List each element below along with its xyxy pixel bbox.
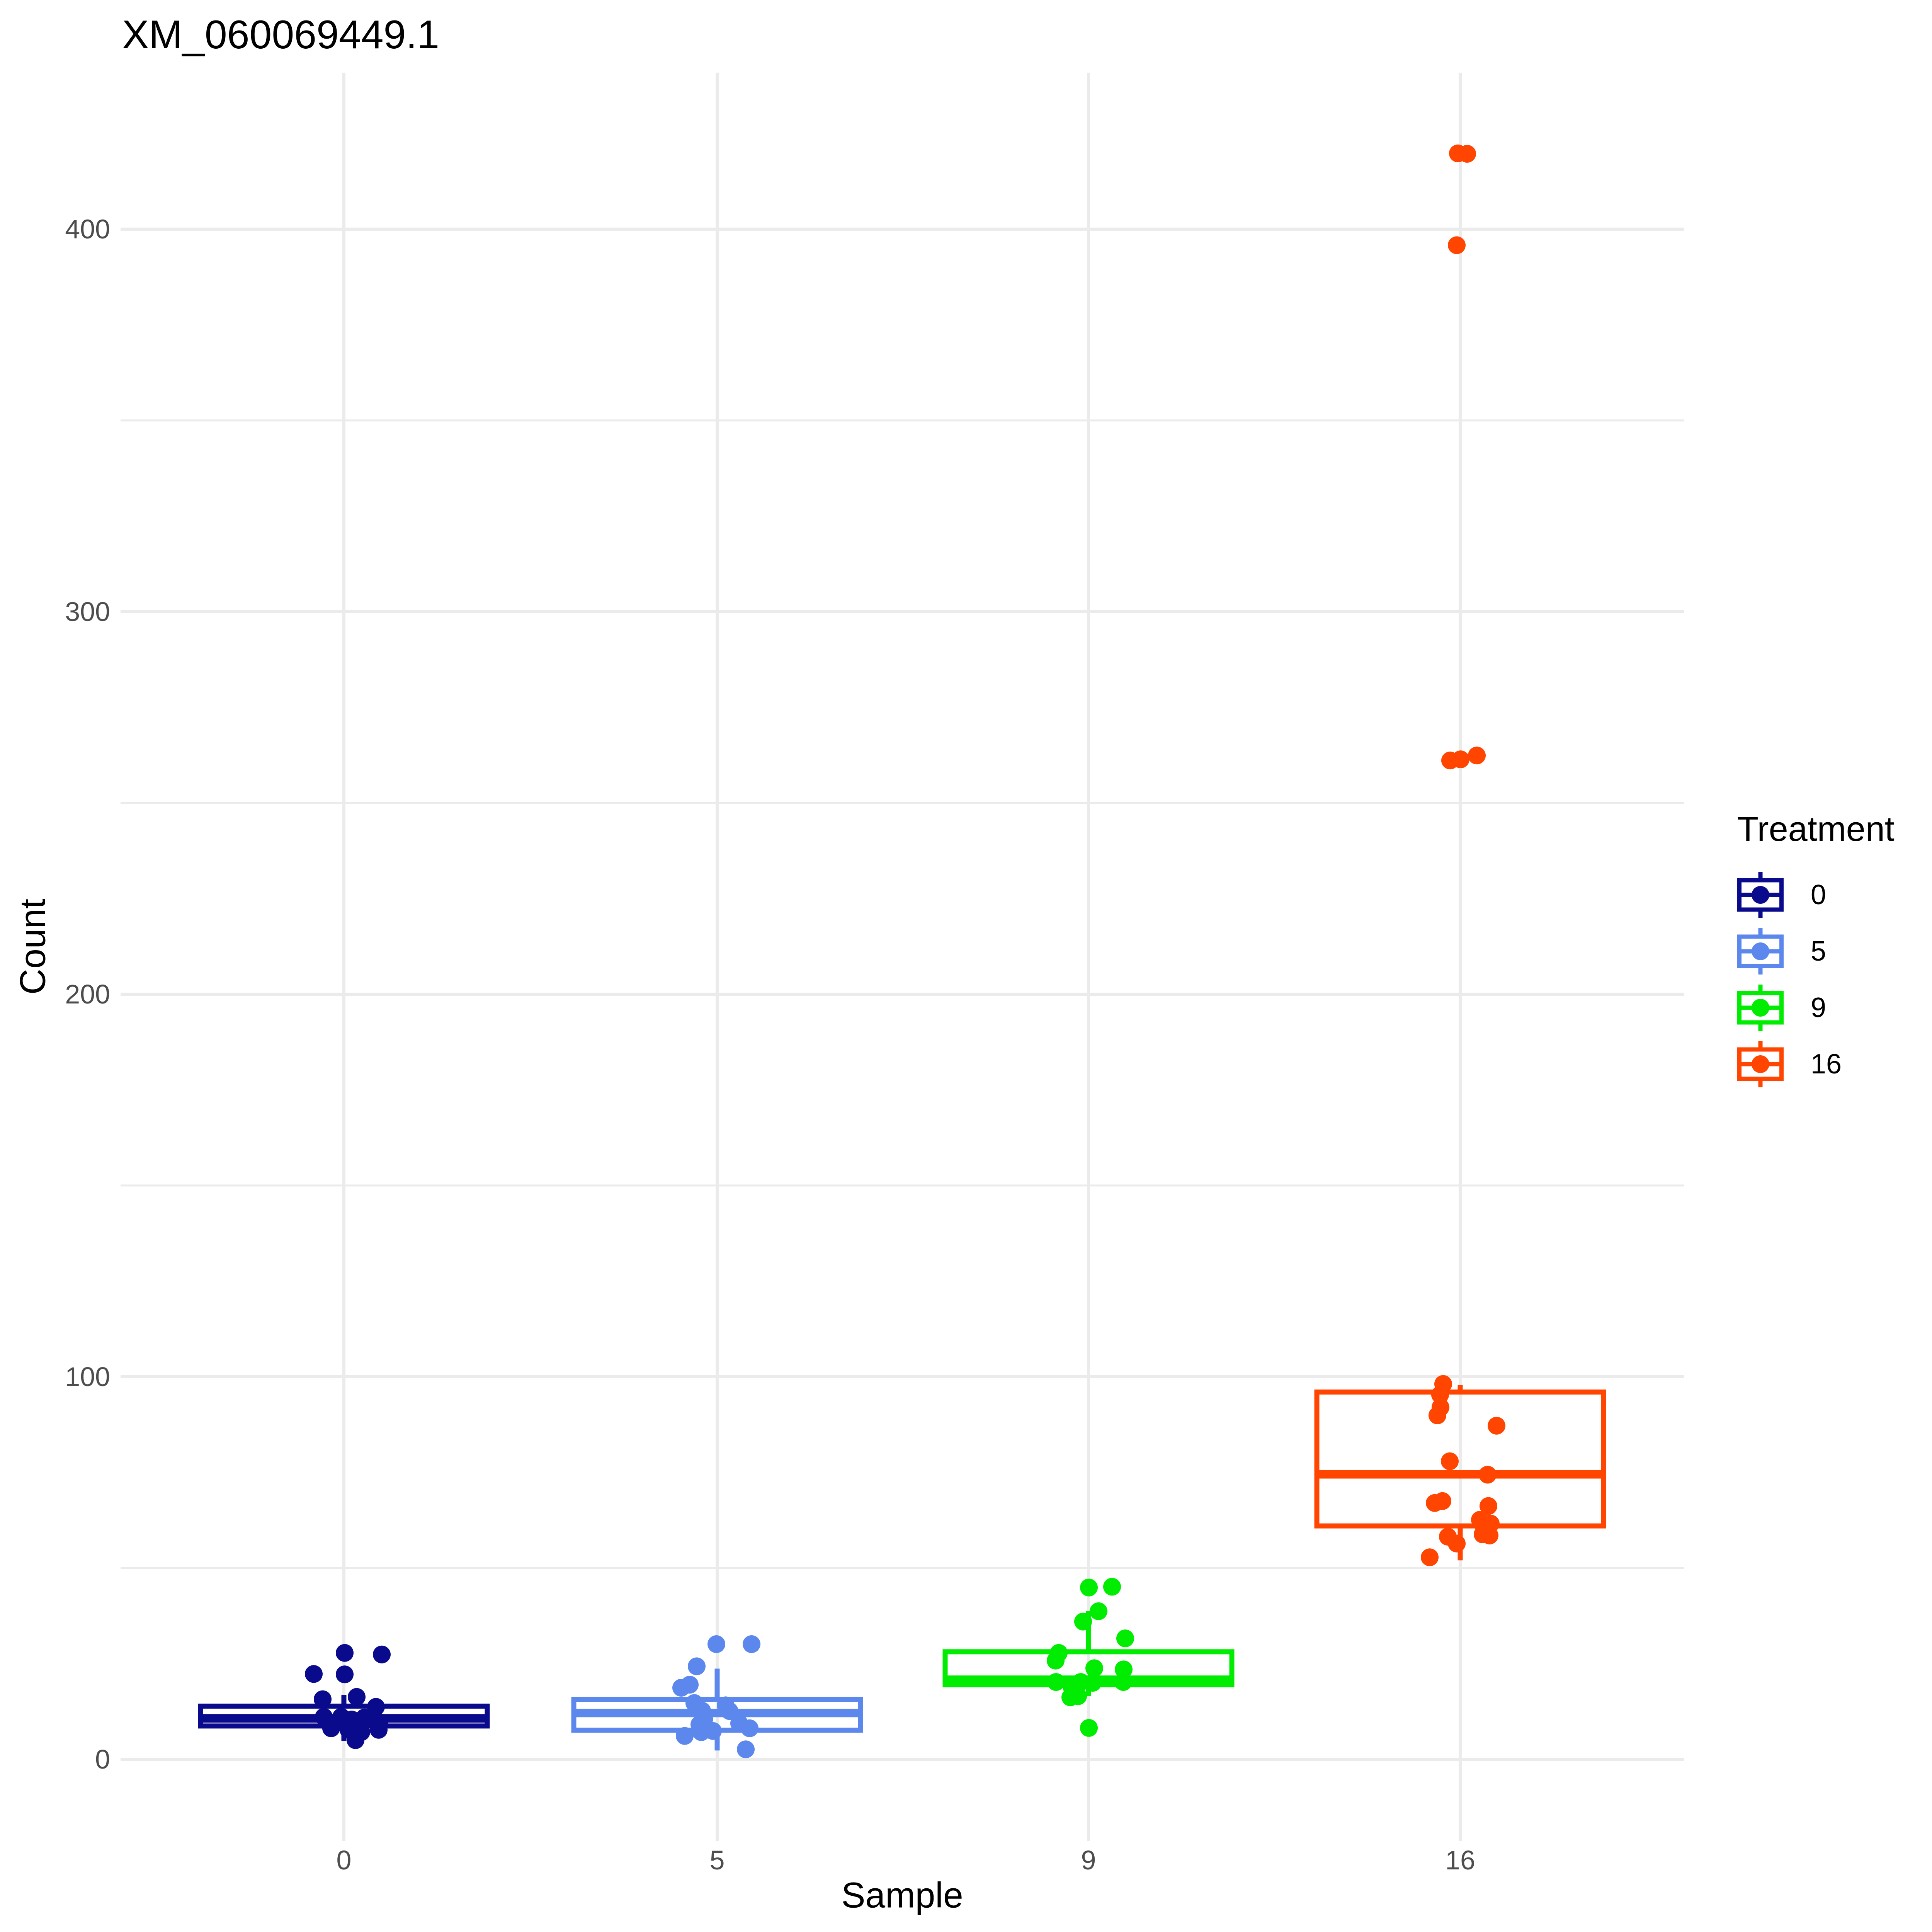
jitter-point xyxy=(1116,1629,1134,1648)
jitter-point xyxy=(314,1690,332,1708)
jitter-points-16 xyxy=(1421,144,1505,1566)
jitter-point xyxy=(347,1731,364,1749)
jitter-points-9 xyxy=(1047,1578,1134,1737)
legend-item-label: 9 xyxy=(1811,992,1827,1023)
jitter-point xyxy=(1479,1466,1497,1484)
jitter-point xyxy=(1047,1651,1065,1670)
jitter-point xyxy=(1448,236,1466,254)
y-axis-title: Count xyxy=(12,898,53,995)
jitter-points-5 xyxy=(672,1635,760,1759)
boxplot-group-5 xyxy=(571,1635,863,1759)
gridlines-minor xyxy=(121,419,1684,1569)
key-point xyxy=(1752,942,1769,960)
jitter-point xyxy=(367,1698,385,1716)
jitter-point xyxy=(1452,750,1469,769)
jitter-point xyxy=(741,1719,759,1737)
boxplot-group-0 xyxy=(198,1644,490,1749)
jitter-point xyxy=(1434,1492,1451,1510)
legend-key-boxplot-icon xyxy=(1737,1041,1784,1087)
jitter-point xyxy=(1084,1674,1102,1692)
jitter-point xyxy=(692,1723,710,1741)
jitter-point xyxy=(1431,1386,1449,1404)
x-tick-label: 5 xyxy=(710,1845,725,1875)
jitter-point xyxy=(1114,1673,1132,1691)
legend-title: Treatment xyxy=(1737,810,1895,849)
gridlines-major xyxy=(121,73,1684,1841)
legend-item-label: 0 xyxy=(1811,879,1827,910)
y-tick-label: 400 xyxy=(65,214,110,244)
legend-items: 0 5 9 16 xyxy=(1737,867,1895,1092)
jitter-point xyxy=(1468,747,1486,765)
boxplot-group-16 xyxy=(1314,144,1606,1566)
jitter-point xyxy=(672,1679,690,1697)
jitter-point xyxy=(1429,1406,1446,1424)
jitter-point xyxy=(1448,1534,1466,1553)
jitter-point xyxy=(373,1645,391,1663)
jitter-point xyxy=(348,1688,366,1706)
y-tick-label: 0 xyxy=(95,1744,110,1774)
plot-title: XM_060069449.1 xyxy=(122,12,440,57)
jitter-point xyxy=(370,1721,388,1739)
jitter-point xyxy=(743,1635,760,1653)
jitter-point xyxy=(1421,1548,1439,1566)
jitter-point xyxy=(707,1635,725,1653)
jitter-point xyxy=(688,1657,706,1675)
jitter-point xyxy=(721,1702,738,1720)
key-point xyxy=(1752,886,1769,904)
y-tick-label: 100 xyxy=(65,1362,110,1392)
axis-tick-labels: 0 100 200 300 400 0 5 9 16 xyxy=(65,214,1475,1875)
jitter-point xyxy=(1085,1659,1103,1677)
key-point xyxy=(1752,1055,1769,1073)
y-tick-label: 200 xyxy=(65,979,110,1009)
key-point xyxy=(1752,999,1769,1017)
jitter-point xyxy=(1441,1452,1459,1470)
legend-item-9: 9 xyxy=(1737,980,1895,1036)
legend-item-label: 16 xyxy=(1811,1049,1842,1080)
legend-key-boxplot-icon xyxy=(1737,872,1784,918)
jitter-point xyxy=(305,1665,323,1683)
jitter-point xyxy=(1115,1660,1133,1679)
jitter-point xyxy=(1474,1525,1492,1543)
jitter-point xyxy=(1047,1673,1065,1691)
jitter-points-0 xyxy=(305,1644,391,1749)
jitter-point xyxy=(1090,1602,1107,1620)
legend-item-5: 5 xyxy=(1737,923,1895,980)
x-axis-title: Sample xyxy=(841,1875,963,1915)
x-tick-label: 16 xyxy=(1445,1845,1475,1875)
y-tick-label: 300 xyxy=(65,597,110,627)
jitter-point xyxy=(1080,1578,1098,1597)
legend-item-16: 16 xyxy=(1737,1036,1895,1092)
x-tick-label: 0 xyxy=(337,1845,352,1875)
jitter-point xyxy=(1480,1497,1497,1515)
jitter-point xyxy=(737,1740,755,1759)
legend: Treatment 0 5 9 16 xyxy=(1737,810,1895,1092)
jitter-point xyxy=(1103,1578,1121,1596)
jitter-point xyxy=(336,1665,354,1684)
jitter-point xyxy=(1488,1417,1505,1435)
jitter-point xyxy=(322,1719,340,1737)
jitter-point xyxy=(1080,1719,1098,1737)
jitter-point xyxy=(1069,1687,1087,1705)
jitter-point xyxy=(336,1644,354,1662)
boxplot-group-9 xyxy=(942,1578,1235,1737)
jitter-point xyxy=(1458,145,1476,163)
box xyxy=(1314,1389,1606,1529)
legend-item-label: 5 xyxy=(1811,936,1827,967)
jitter-point xyxy=(1074,1612,1092,1631)
legend-key-boxplot-icon xyxy=(1737,928,1784,975)
jitter-point xyxy=(355,1709,373,1727)
legend-key-boxplot-icon xyxy=(1737,985,1784,1031)
x-tick-label: 9 xyxy=(1081,1845,1096,1875)
legend-item-0: 0 xyxy=(1737,867,1895,923)
jitter-point xyxy=(676,1727,694,1745)
